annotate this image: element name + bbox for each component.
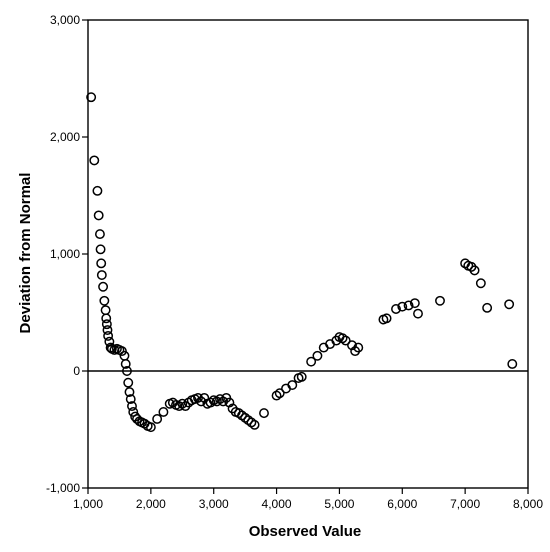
x-axis-title: Observed Value [249,523,362,540]
data-point [99,295,110,306]
x-tick-label: 4,000 [262,497,292,511]
data-point [95,244,106,255]
x-tick-label: 3,000 [199,497,229,511]
x-tick-label: 8,000 [513,497,543,511]
x-tick-label: 7,000 [450,497,480,511]
y-axis-ticks: -1,000 0 1,000 2,000 3,000 [46,13,88,495]
data-point [116,346,127,357]
data-point [469,265,480,276]
data-point [127,401,137,412]
data-point [403,300,414,311]
x-tick-label: 5,000 [324,497,354,511]
data-point [224,397,235,408]
y-tick-label: 2,000 [50,130,80,144]
data-point [259,408,269,419]
data-point [435,295,445,306]
y-tick-label: 1,000 [50,247,80,261]
data-point [93,210,104,221]
data-point [124,387,135,398]
y-tick-label: 3,000 [50,13,80,27]
y-axis-title: Deviation from Normal [17,173,34,334]
x-tick-label: 1,000 [73,497,103,511]
data-point [101,319,112,330]
data-point [274,388,285,399]
data-point [102,325,113,335]
data-point [125,394,136,405]
data-point [306,356,317,367]
data-point [103,330,114,341]
plot-area [87,19,529,489]
data-point [391,304,401,314]
x-tick-label: 2,000 [136,497,166,511]
data-point [312,350,323,361]
data-point [92,185,103,196]
data-point [94,229,105,240]
data-point [397,301,408,312]
data-point [504,299,515,310]
data-point [353,342,364,353]
data-point [123,377,134,388]
data-point [145,422,156,433]
data-point [340,335,351,346]
x-axis-ticks: 1,000 2,000 3,000 4,000 5,000 6,000 7,000 8,000 [73,488,543,511]
data-point [199,392,210,403]
data-point [101,313,112,324]
data-point [86,92,97,103]
data-points [86,92,518,433]
data-point [409,298,420,309]
data-point [413,308,423,319]
data-point [347,340,357,351]
data-point [96,258,107,269]
data-point [158,407,169,417]
data-point [287,380,298,390]
data-point [381,313,392,324]
data-point [120,359,131,369]
data-point [122,366,132,376]
x-tick-label: 6,000 [387,497,417,511]
data-point [249,419,260,430]
y-tick-label: -1,000 [46,481,80,495]
data-point [100,305,111,316]
data-point [507,359,518,369]
data-point [475,278,486,289]
plot-frame [87,19,529,489]
y-tick-label: 0 [73,364,80,378]
data-point [296,371,307,382]
data-point [98,281,109,292]
data-point [89,155,100,166]
data-point [482,302,493,313]
data-point [152,414,163,424]
data-point [96,270,107,281]
